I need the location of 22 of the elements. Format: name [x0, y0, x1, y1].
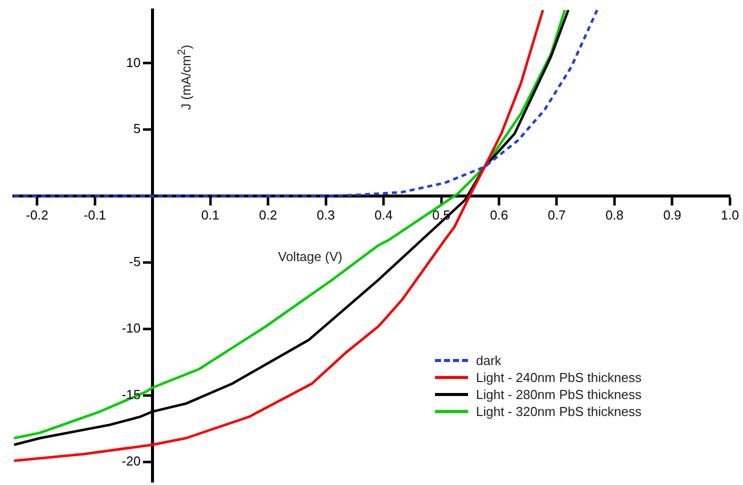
x-tick-label: -0.1 [84, 208, 106, 223]
text: 1.0 [720, 208, 740, 223]
x-tick-label: 0.7 [548, 208, 566, 223]
x-tick-label: 0.3 [316, 208, 335, 223]
y-tick-label: -10 [122, 320, 141, 336]
y-tick-label: -5 [129, 254, 141, 270]
x-tick-label: 0.8 [605, 208, 624, 223]
y-tick-label: -20 [122, 454, 141, 469]
legend-label: Light - 240nm PbS thickness [476, 369, 642, 386]
x-tick-label: 0.2 [259, 208, 278, 223]
x-tick-label: 0.4 [374, 208, 393, 223]
x-tick-label: -0.2 [26, 208, 48, 223]
x-tick-label: 0.1 [201, 208, 220, 223]
line-series [14, 10, 598, 198]
x-tick-label: 0.9 [663, 208, 682, 223]
x-axis-title: Voltage (V) [278, 249, 342, 264]
x-tick-label: 0.6 [490, 208, 508, 223]
legend-label: Light - 320nm PbS thickness [476, 403, 642, 420]
legend-label: Light - 280nm PbS thickness [476, 386, 642, 403]
y-tick-label: 5 [133, 121, 141, 136]
legend-label: dark [476, 352, 502, 369]
y-tick-label: 10 [126, 54, 141, 70]
